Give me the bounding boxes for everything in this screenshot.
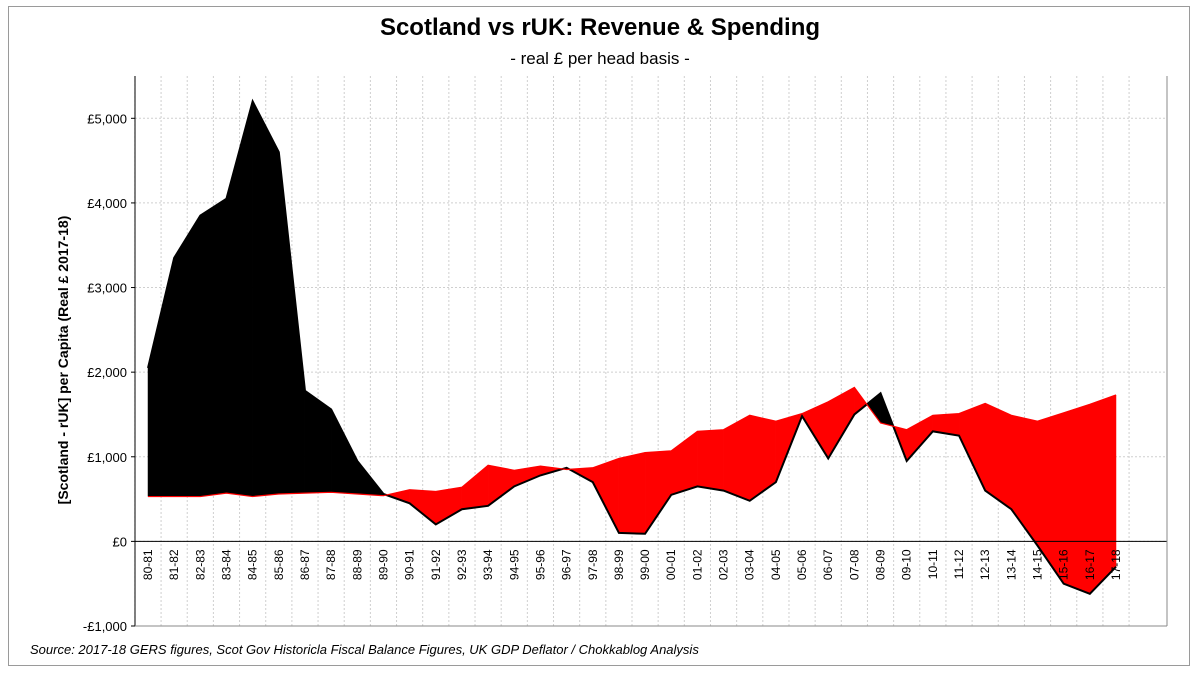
- x-tick-label: 96-97: [560, 549, 574, 580]
- x-tick-labels: 80-81 81-82 82-83 83-84 84-85 85-86 86-87 87-88…: [141, 549, 1123, 580]
- difference-areas: [147, 101, 1117, 595]
- area-segment: [618, 452, 646, 535]
- x-tick-label: 98-99: [612, 549, 626, 580]
- axes: [134, 76, 1168, 627]
- area-segment: [697, 429, 724, 491]
- spending-line: [148, 386, 1117, 498]
- y-tick-label: £3,000: [87, 281, 127, 296]
- y-tick-label: -£1,000: [83, 619, 127, 634]
- x-tick-label: 91-92: [429, 549, 443, 580]
- y-tick-labels: -£1,000 £0 £1,000 £2,000 £3,000 £4,000 £5,000: [83, 111, 135, 634]
- x-tick-label: 95-96: [533, 549, 547, 580]
- area-segment: [173, 214, 201, 497]
- x-tick-label: 80-81: [141, 549, 155, 580]
- x-tick-label: 89-90: [376, 549, 390, 580]
- x-tick-label: 15-16: [1057, 549, 1071, 580]
- x-tick-label: 00-01: [664, 549, 678, 580]
- area-segment: [200, 198, 227, 497]
- source-note: Source: 2017-18 GERS figures, Scot Gov H…: [30, 642, 699, 657]
- x-tick-label: 17-18: [1109, 549, 1123, 580]
- x-tick-label: 90-91: [403, 549, 417, 580]
- series-lines: [147, 98, 1117, 596]
- x-tick-label: 09-10: [900, 549, 914, 580]
- x-tick-label: 93-94: [481, 549, 495, 580]
- x-tick-label: 99-00: [638, 549, 652, 580]
- x-tick-label: 85-86: [272, 549, 286, 580]
- x-tick-label: 94-95: [507, 549, 521, 580]
- x-tick-label: 14-15: [1031, 549, 1045, 580]
- x-tick-label: 01-02: [690, 549, 704, 580]
- x-tick-label: 02-03: [717, 549, 731, 580]
- x-tick-label: 82-83: [193, 549, 207, 580]
- area-segment: [487, 464, 515, 507]
- y-tick-label: £1,000: [87, 450, 127, 465]
- x-tick-label: 84-85: [246, 549, 260, 580]
- x-tick-label: 06-07: [821, 549, 835, 580]
- area-segment: [226, 101, 253, 497]
- y-axis-label: [Scotland - rUK] per Capita (Real £ 2017…: [55, 216, 71, 505]
- y-tick-label: £2,000: [87, 365, 127, 380]
- area-segment: [461, 464, 489, 510]
- x-tick-label: 12-13: [978, 549, 992, 580]
- x-tick-label: 04-05: [769, 549, 783, 580]
- x-tick-label: 88-89: [350, 549, 364, 580]
- y-tick-label: £5,000: [87, 111, 127, 126]
- chart-title: Scotland vs rUK: Revenue & Spending: [379, 14, 821, 41]
- x-tick-label: 10-11: [926, 549, 940, 579]
- area-segment: [435, 486, 463, 525]
- x-tick-label: 81-82: [167, 549, 181, 580]
- x-tick-label: 11-12: [952, 549, 966, 579]
- x-tick-label: 97-98: [586, 549, 600, 580]
- x-tick-label: 07-08: [847, 549, 861, 580]
- x-tick-label: 08-09: [874, 549, 888, 580]
- x-tick-label: 16-17: [1083, 549, 1097, 580]
- y-tick-label: £0: [113, 534, 127, 549]
- revenue-line: [147, 98, 1117, 596]
- x-tick-label: 13-14: [1004, 549, 1018, 580]
- x-tick-label: 83-84: [219, 549, 233, 580]
- x-tick-label: 87-88: [324, 549, 338, 580]
- area-segment: [252, 101, 280, 497]
- x-tick-label: 05-06: [795, 549, 809, 580]
- chart-subtitle: - real £ per head basis -: [510, 49, 690, 68]
- x-tick-label: 86-87: [298, 549, 312, 580]
- area-segment: [749, 414, 777, 502]
- y-tick-label: £4,000: [87, 196, 127, 211]
- x-tick-label: 03-04: [743, 549, 757, 580]
- x-tick-label: 92-93: [455, 549, 469, 580]
- area-segment: [278, 152, 306, 495]
